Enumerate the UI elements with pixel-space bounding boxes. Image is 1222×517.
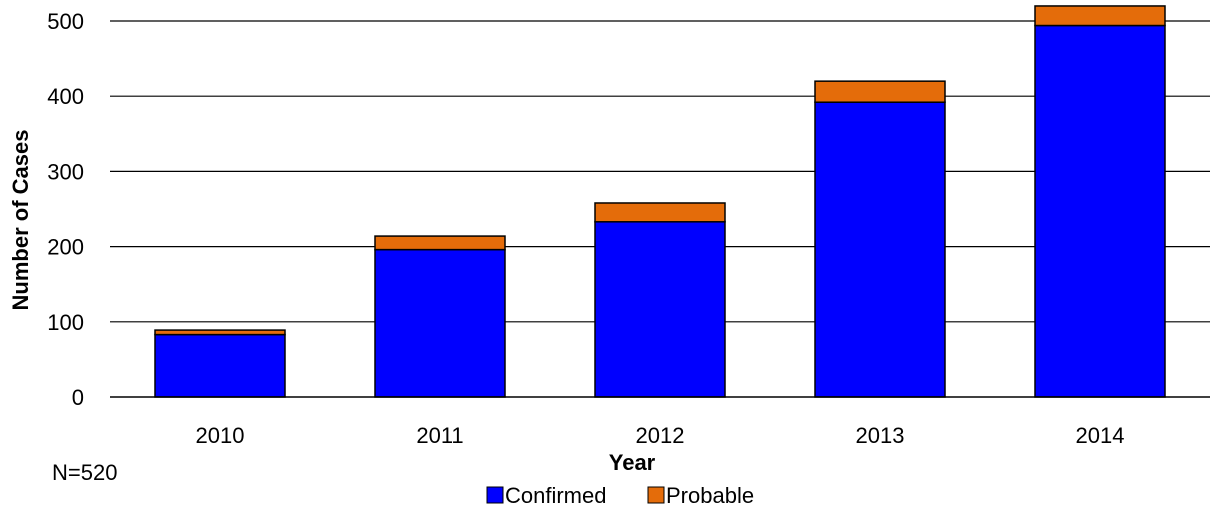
y-tick-label: 500 <box>47 9 84 34</box>
legend: Confirmed Probable <box>486 483 754 508</box>
gridlines <box>110 20 1210 323</box>
legend-swatch-confirmed <box>486 486 504 504</box>
x-axis-title: Year <box>609 450 656 475</box>
x-tick-labels: 2010 2011 2012 2013 2014 <box>196 423 1125 448</box>
x-tick-label: 2013 <box>856 423 905 448</box>
bar-confirmed-2012 <box>594 221 726 398</box>
bar-probable-2013 <box>814 80 946 103</box>
y-tick-label: 400 <box>47 84 84 109</box>
bar-confirmed-2014 <box>1034 24 1166 398</box>
x-tick-label: 2011 <box>416 423 463 448</box>
bar-probable-2012 <box>594 202 726 223</box>
bar-confirmed-2013 <box>814 101 946 398</box>
bar-probable-2011 <box>374 235 506 251</box>
sample-size-note: N=520 <box>52 460 117 485</box>
y-tick-label: 200 <box>47 235 84 260</box>
y-tick-label: 100 <box>47 310 84 335</box>
bar-confirmed-2011 <box>374 248 506 398</box>
legend-label-probable: Probable <box>666 483 754 508</box>
legend-swatch-probable <box>647 486 665 504</box>
x-tick-label: 2010 <box>196 423 245 448</box>
legend-label-confirmed: Confirmed <box>505 483 606 508</box>
bars <box>154 5 1166 398</box>
y-tick-label: 0 <box>72 385 84 410</box>
bar-probable-2010 <box>154 329 286 336</box>
bar-probable-2014 <box>1034 5 1166 27</box>
x-tick-label: 2012 <box>636 423 685 448</box>
bar-confirmed-2010 <box>154 333 286 398</box>
x-tick-label: 2014 <box>1076 423 1125 448</box>
y-axis-title: Number of Cases <box>8 130 33 311</box>
y-tick-labels: 0 100 200 300 400 500 <box>47 9 84 410</box>
y-tick-label: 300 <box>47 159 84 184</box>
